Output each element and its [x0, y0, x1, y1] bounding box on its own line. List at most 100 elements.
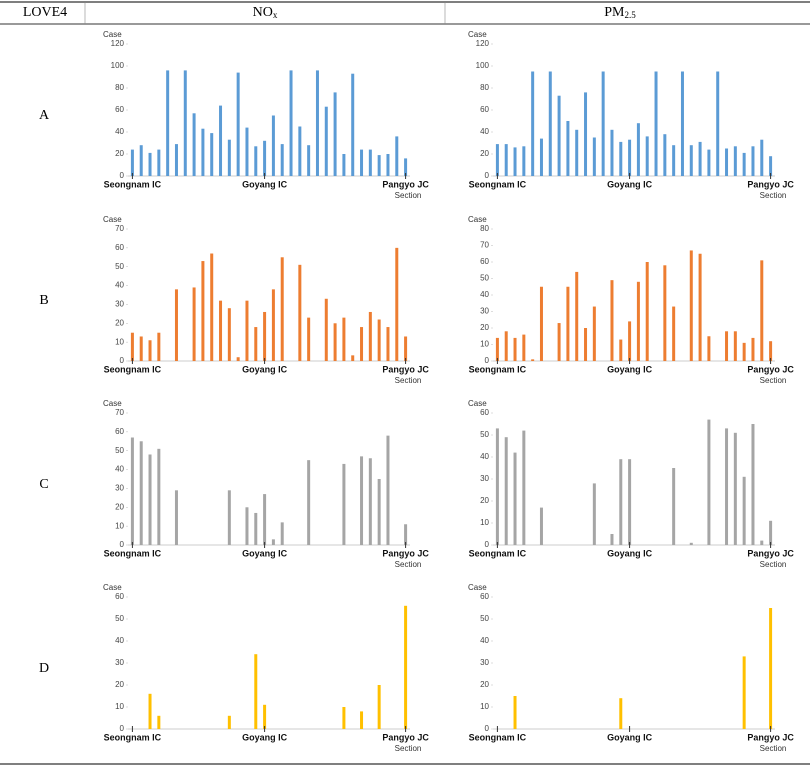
bar [227, 139, 231, 176]
x-tick-label: Pangyo JC [382, 732, 429, 742]
bar [377, 319, 381, 361]
x-axis-title: Section [760, 560, 787, 569]
bar [619, 698, 623, 729]
bar [628, 139, 632, 176]
y-tick-label: 20 [115, 318, 124, 327]
chart: Case 0 20 40 60 80 100 120 Seongnam IC Goyang IC P… [468, 30, 794, 200]
bar [566, 121, 570, 176]
bar [504, 144, 508, 176]
bar [495, 144, 499, 176]
bar [395, 247, 399, 361]
bar [139, 441, 143, 545]
y-tick-label: 20 [480, 323, 489, 332]
bar [289, 70, 293, 176]
y-tick-label: 10 [115, 337, 124, 346]
x-tick-label: Pangyo JC [747, 179, 794, 189]
bar [680, 71, 684, 176]
y-tick-label: 0 [120, 724, 125, 733]
y-axis-title: Case [103, 583, 122, 592]
bar [733, 432, 737, 545]
bar [210, 253, 214, 361]
y-tick-label: 10 [480, 340, 489, 349]
y-tick-label: 0 [120, 356, 125, 365]
chart: Case 0 10 20 30 40 50 60 Seongnam IC Goyang IC Pan… [468, 583, 794, 753]
bar [130, 437, 134, 545]
bar [342, 707, 346, 729]
x-tick-label: Pangyo JC [747, 364, 794, 374]
bar [557, 323, 561, 361]
bar [539, 138, 543, 176]
y-tick-label: 40 [115, 465, 124, 474]
y-tick-label: 80 [480, 224, 489, 233]
y-tick-label: 20 [115, 149, 124, 158]
y-tick-label: 20 [115, 502, 124, 511]
bar [263, 140, 267, 176]
bar [522, 334, 526, 361]
bar [513, 696, 517, 729]
y-tick-label: 60 [115, 427, 124, 436]
bar [174, 289, 178, 361]
y-tick-label: 100 [111, 61, 125, 70]
bar [539, 507, 543, 545]
bar [733, 331, 737, 361]
bar [298, 126, 302, 176]
bar [672, 306, 676, 361]
bar [245, 127, 249, 176]
y-tick-label: 20 [480, 496, 489, 505]
bar [307, 460, 311, 545]
y-axis-title: Case [468, 399, 487, 408]
row-label: D [39, 661, 49, 676]
y-tick-label: 60 [115, 105, 124, 114]
bar [751, 337, 755, 361]
bar [663, 265, 667, 361]
bar [698, 141, 702, 176]
x-axis-title: Section [760, 376, 787, 385]
bar [227, 715, 231, 729]
bar [495, 428, 499, 545]
bar [192, 287, 196, 361]
bar [584, 328, 588, 361]
bar [271, 289, 275, 361]
bar [271, 115, 275, 176]
bar [725, 331, 729, 361]
bar [395, 136, 399, 176]
bar [619, 459, 623, 545]
bar [628, 459, 632, 545]
bar [368, 311, 372, 361]
bar [324, 106, 328, 176]
bar [307, 145, 311, 176]
bar [386, 435, 390, 545]
bar [280, 144, 284, 176]
x-tick-label: Seongnam IC [104, 732, 162, 742]
bar [360, 149, 364, 176]
bar [716, 71, 720, 176]
x-tick-label: Seongnam IC [469, 732, 527, 742]
bar [360, 327, 364, 361]
y-tick-label: 10 [115, 521, 124, 530]
bar [628, 321, 632, 361]
header-subscript: x [273, 10, 278, 20]
header-main: NO [253, 5, 273, 20]
y-tick-label: 80 [480, 83, 489, 92]
y-tick-label: 60 [480, 408, 489, 417]
y-tick-label: 0 [485, 356, 490, 365]
row-label: A [39, 108, 50, 123]
y-tick-label: 0 [485, 724, 490, 733]
bar [351, 73, 355, 176]
bar [174, 490, 178, 545]
bar [751, 424, 755, 545]
bar [227, 308, 231, 361]
bar [742, 656, 746, 729]
bar [557, 95, 561, 176]
y-tick-label: 50 [480, 274, 489, 283]
bar [333, 323, 337, 361]
y-tick-label: 50 [115, 262, 124, 271]
bar [245, 300, 249, 361]
y-tick-label: 120 [111, 39, 125, 48]
y-tick-label: 120 [476, 39, 490, 48]
bar [672, 145, 676, 176]
column-header: NOx [253, 5, 278, 20]
bar [769, 341, 773, 361]
y-axis-title: Case [103, 215, 122, 224]
y-axis-title: Case [468, 583, 487, 592]
